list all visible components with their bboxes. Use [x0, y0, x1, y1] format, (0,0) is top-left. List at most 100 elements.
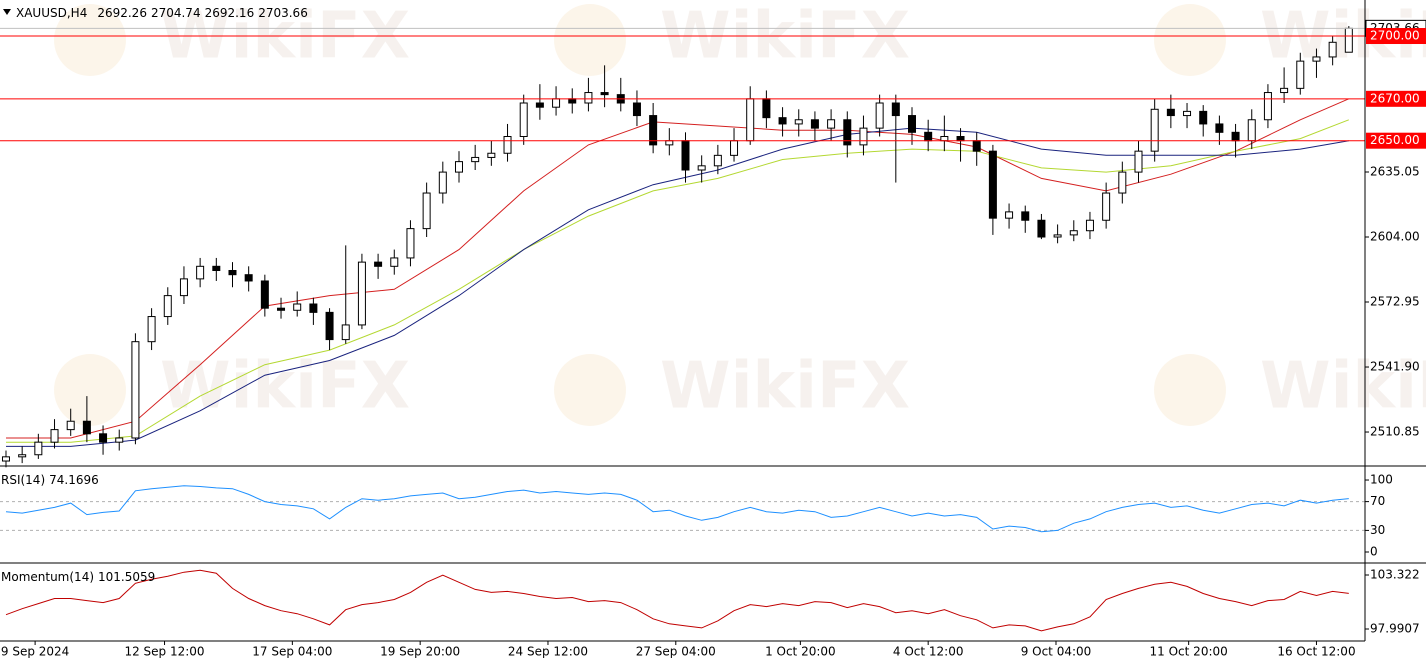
- candle-body: [341, 324, 350, 341]
- candle-body: [1118, 171, 1127, 194]
- candle-body: [1199, 110, 1208, 125]
- watermark: WikiFX: [1260, 350, 1426, 424]
- candle-body: [66, 420, 75, 431]
- candle-body: [1344, 27, 1353, 53]
- indicator-title: RSI(14) 74.1696: [1, 473, 99, 487]
- candle-body: [891, 102, 900, 117]
- candle-body: [374, 261, 383, 267]
- candle-body: [972, 140, 981, 152]
- level-label: 2700.00: [1370, 29, 1420, 43]
- watermark-logo: [54, 4, 126, 76]
- candle-body: [730, 140, 739, 156]
- header-low: 2692.16: [205, 6, 255, 20]
- x-tick-label: 9 Sep 2024: [1, 645, 69, 659]
- watermark: WikiFX: [660, 0, 910, 74]
- candle-body: [681, 140, 690, 171]
- candle-body: [1312, 56, 1321, 62]
- candle-body: [179, 278, 188, 297]
- header-high: 2704.74: [151, 6, 201, 20]
- candle-body: [1102, 192, 1111, 221]
- candle-body: [454, 161, 463, 173]
- watermark-logo: [1154, 4, 1226, 76]
- candle-body: [1280, 87, 1289, 94]
- y-tick-label: 2510.85: [1370, 425, 1420, 439]
- y-tick-label: 0: [1370, 544, 1378, 558]
- candle-body: [115, 437, 124, 443]
- candle-body: [859, 127, 868, 146]
- candle-body: [406, 228, 415, 259]
- candle-body: [487, 152, 496, 158]
- symbol: XAUUSD,H4: [16, 6, 87, 20]
- x-tick-label: 11 Oct 20:00: [1150, 645, 1228, 659]
- x-tick-label: 19 Sep 20:00: [380, 645, 460, 659]
- candle-body: [535, 102, 544, 108]
- watermark: WikiFX: [660, 350, 910, 424]
- candle-body: [940, 136, 949, 142]
- candle-body: [827, 119, 836, 129]
- y-tick-label: 30: [1370, 523, 1385, 537]
- candle-body: [1037, 219, 1046, 238]
- candle-body: [503, 136, 512, 154]
- watermark-logo: [1154, 354, 1226, 426]
- candle-body: [568, 98, 577, 104]
- candle-body: [956, 136, 965, 142]
- candle-body: [212, 265, 221, 271]
- candle-body: [1263, 92, 1272, 121]
- candle-body: [746, 98, 755, 142]
- y-tick-label: 97.9907: [1370, 622, 1420, 636]
- candle-body: [810, 119, 819, 129]
- candle-body: [1166, 108, 1175, 117]
- candle-body: [632, 102, 641, 117]
- candle-body: [18, 454, 27, 458]
- indicator-value: 74.1696: [49, 473, 99, 487]
- candle-body: [309, 303, 318, 313]
- level-label: 2650.00: [1370, 133, 1420, 147]
- level-box: [1366, 28, 1426, 45]
- candle-body: [584, 92, 593, 104]
- watermarks: WikiFXWikiFXWikiFXWikiFXWikiFXWikiFX: [54, 0, 1426, 426]
- indicator-name: Momentum(14): [1, 570, 94, 584]
- x-tick-label: 1 Oct 20:00: [765, 645, 836, 659]
- candle-body: [244, 274, 253, 282]
- candle-body: [99, 433, 108, 443]
- candle-body: [907, 115, 916, 133]
- candle-body: [1085, 219, 1094, 232]
- candle-body: [1021, 211, 1030, 221]
- y-tick-label: 2572.95: [1370, 295, 1420, 309]
- indicator-line: [5, 569, 1349, 632]
- watermark-logo: [554, 354, 626, 426]
- indicator-name: RSI(14): [1, 473, 45, 487]
- x-tick-label: 16 Oct 12:00: [1277, 645, 1355, 659]
- candle-body: [1247, 119, 1256, 142]
- level-label: 2670.00: [1370, 91, 1420, 105]
- candle-body: [1134, 150, 1143, 173]
- candle-body: [794, 119, 803, 125]
- candle-body: [1069, 230, 1078, 236]
- chart-header: XAUUSD,H4 2692.26 2704.74 2692.16 2703.66: [16, 6, 308, 20]
- candle-body: [50, 429, 59, 443]
- x-tick-label: 4 Oct 12:00: [893, 645, 964, 659]
- watermark-logo: [554, 4, 626, 76]
- menu-arrow[interactable]: [3, 9, 11, 15]
- x-tick-label: 9 Oct 04:00: [1021, 645, 1092, 659]
- candle-body: [875, 102, 884, 129]
- candle-body: [357, 261, 366, 326]
- candle-body: [1150, 108, 1159, 152]
- indicator-value: 101.5059: [98, 570, 155, 584]
- plot: 2510.852541.902572.952604.002635.052703.…: [0, 19, 1426, 659]
- y-tick-label: 100: [1370, 473, 1393, 487]
- x-tick-label: 12 Sep 12:00: [124, 645, 204, 659]
- candle-body: [924, 131, 933, 142]
- candle-body: [147, 316, 156, 343]
- candle-body: [1, 456, 10, 462]
- watermark: WikiFX: [160, 350, 410, 424]
- candle-body: [762, 98, 771, 119]
- candle-body: [778, 117, 787, 125]
- header-open: 2692.26: [97, 6, 147, 20]
- level-box: [1366, 90, 1426, 107]
- candle-body: [665, 140, 674, 146]
- candle-body: [293, 303, 302, 311]
- candle-body: [131, 341, 140, 439]
- y-tick-label: 103.322: [1370, 568, 1420, 582]
